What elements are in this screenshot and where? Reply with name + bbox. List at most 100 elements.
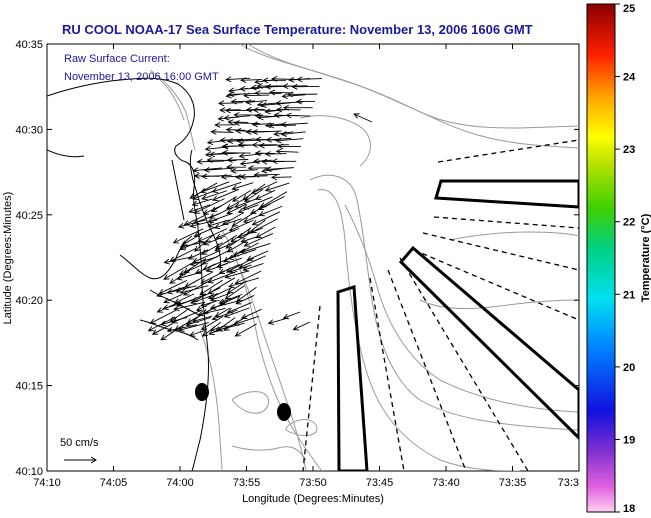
current-vector (291, 83, 320, 90)
current-vector (207, 270, 238, 284)
current-vector (254, 90, 282, 97)
current-vector (193, 226, 216, 237)
current-vector (187, 249, 209, 260)
plot-frame (46, 43, 580, 472)
y-tick-label: 40:25 (15, 210, 43, 222)
current-vector (231, 211, 257, 227)
current-vector (214, 307, 231, 318)
current-vector (173, 293, 195, 304)
current-vector (295, 98, 315, 105)
current-vector (173, 302, 204, 312)
current-vector (237, 204, 259, 214)
current-vector (212, 188, 240, 202)
current-vector (267, 317, 289, 325)
x-tick-label: 74:10 (33, 477, 61, 489)
current-vector (228, 277, 259, 289)
current-vector (242, 263, 264, 272)
current-vector (256, 83, 284, 89)
colorbar-ticks: 25 24 23 22 21 20 19 18 (615, 3, 636, 515)
current-vector (219, 137, 244, 143)
current-vector (219, 107, 241, 113)
current-vector (243, 233, 274, 247)
current-vector (200, 242, 223, 255)
scale-vector-arrow (64, 456, 97, 464)
current-vector (292, 321, 311, 331)
current-vector (191, 198, 213, 207)
radar-beam-outlines (336, 179, 579, 471)
current-info-line2: November 13, 2006 16:00 GMT (64, 71, 219, 83)
current-vector (286, 91, 318, 98)
current-vector (251, 211, 281, 226)
current-vector (166, 285, 197, 295)
current-vector (240, 235, 261, 244)
scale-vector-label: 50 cm/s (60, 437, 99, 449)
current-vector (226, 138, 256, 144)
current-vector (258, 142, 289, 149)
current-vector (218, 100, 243, 107)
colorbar-tick-label: 21 (623, 289, 635, 301)
current-vector (192, 167, 222, 174)
current-vector (226, 157, 249, 163)
colorbar-tick-label: 23 (623, 144, 635, 156)
colorbar-tick-label: 18 (623, 503, 635, 515)
current-vector (149, 309, 178, 324)
current-vector (223, 248, 245, 263)
colorbar-tick-label: 22 (623, 217, 635, 229)
current-vector (270, 174, 292, 181)
current-vector (199, 181, 230, 194)
current-vector (189, 219, 218, 229)
x-tick-label: 73:35 (499, 477, 527, 489)
current-vector (252, 107, 277, 113)
current-vector (240, 308, 262, 319)
current-vector (264, 182, 290, 192)
current-vector (253, 171, 280, 178)
current-vector (176, 293, 207, 307)
current-vector (163, 294, 183, 304)
current-vector (242, 211, 269, 223)
current-vector (213, 218, 242, 230)
station-marker-east (277, 403, 291, 421)
current-vector (214, 122, 236, 128)
colorbar-tick-label: 20 (623, 362, 635, 374)
current-vector (282, 311, 301, 320)
current-vector (178, 322, 209, 332)
current-vector (246, 250, 269, 261)
current-vector (177, 219, 206, 229)
current-vector (200, 316, 224, 330)
current-vector (179, 285, 209, 295)
y-tick-label: 40:20 (15, 295, 43, 307)
current-vector (188, 329, 207, 337)
current-vector (201, 190, 228, 201)
current-vector (265, 166, 294, 173)
current-vector (264, 151, 287, 157)
current-vector (162, 300, 192, 311)
current-vector (192, 315, 213, 323)
current-vector (223, 114, 251, 121)
current-vector (219, 295, 241, 305)
current-vector (251, 141, 277, 148)
current-vector (180, 233, 202, 246)
y-axis-ticks: 40:35 40:30 40:25 40:20 40:15 40:10 (15, 39, 579, 478)
current-vector (151, 323, 173, 335)
current-vector (225, 76, 251, 83)
current-vector (277, 143, 301, 150)
current-vector (207, 219, 230, 228)
colorbar-tick-label: 25 (623, 3, 635, 15)
y-tick-label: 40:35 (15, 39, 43, 51)
x-axis-ticks: 74:10 74:05 74:00 73:55 73:50 73:45 73:40 73:35… (33, 44, 580, 489)
radar-coverage-lines (302, 139, 579, 471)
current-vector (199, 279, 224, 296)
x-tick-label: 73:55 (233, 477, 261, 489)
map-layers (47, 44, 579, 471)
current-vector (230, 167, 258, 174)
current-vector (249, 203, 271, 214)
colorbar-tick-label: 24 (623, 72, 636, 84)
current-vector (210, 196, 237, 213)
current-vector (227, 91, 258, 98)
colorbar-tick-label: 19 (623, 434, 635, 446)
current-vector (220, 173, 244, 180)
current-vector (225, 126, 246, 133)
current-vector (261, 167, 282, 174)
current-vector (282, 83, 308, 90)
